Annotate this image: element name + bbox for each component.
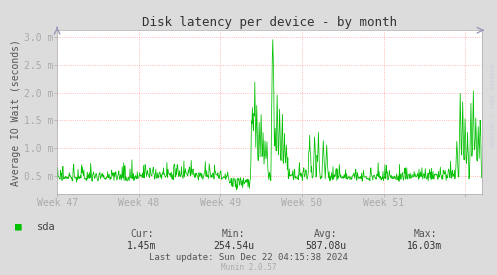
Text: ■: ■ <box>15 222 22 232</box>
Text: Last update: Sun Dec 22 04:15:38 2024: Last update: Sun Dec 22 04:15:38 2024 <box>149 253 348 262</box>
Title: Disk latency per device - by month: Disk latency per device - by month <box>142 16 397 29</box>
Text: 1.45m: 1.45m <box>127 241 157 251</box>
Text: RRDTOOL / TOBI OETIKER: RRDTOOL / TOBI OETIKER <box>491 63 496 146</box>
Text: Munin 2.0.57: Munin 2.0.57 <box>221 263 276 272</box>
Text: Avg:: Avg: <box>314 229 337 239</box>
Text: Cur:: Cur: <box>130 229 154 239</box>
Text: Min:: Min: <box>222 229 246 239</box>
Text: sda: sda <box>37 222 56 232</box>
Text: 587.08u: 587.08u <box>305 241 346 251</box>
Text: 254.54u: 254.54u <box>213 241 254 251</box>
Y-axis label: Average IO Wait (seconds): Average IO Wait (seconds) <box>11 39 21 186</box>
Text: Max:: Max: <box>413 229 437 239</box>
Text: 16.03m: 16.03m <box>408 241 442 251</box>
